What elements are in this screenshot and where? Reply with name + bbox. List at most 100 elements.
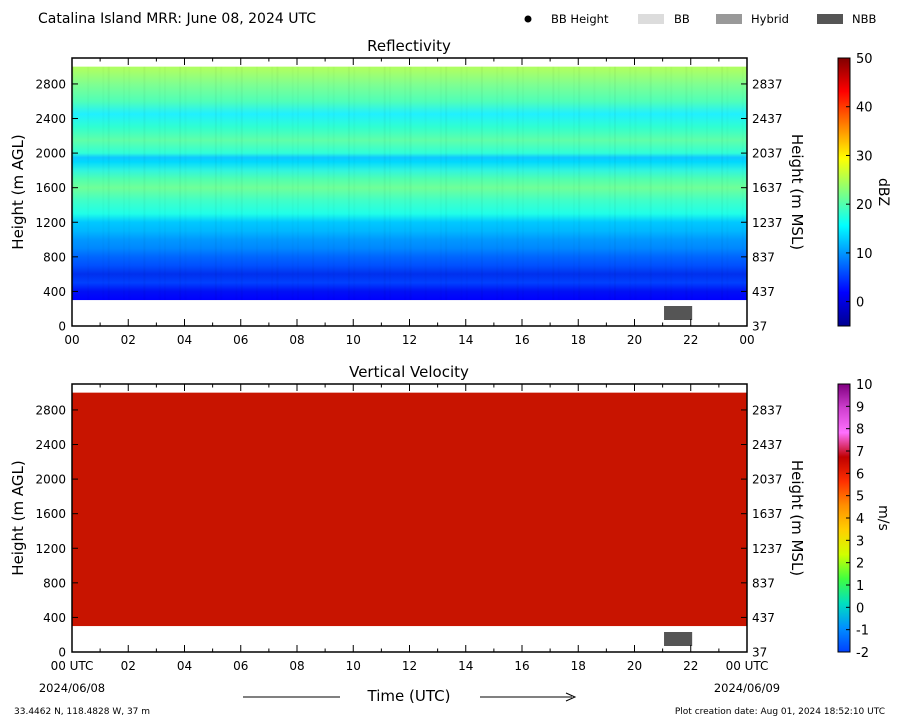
colorbar-tick-label: 4 [856, 512, 864, 527]
end-date-label: 2024/06/09 [714, 681, 780, 695]
x-axis-label: Time (UTC) [367, 687, 451, 705]
x-tick-label: 00 [739, 333, 754, 347]
x-tick-label: 10 [346, 333, 361, 347]
x-tick-label: 12 [402, 659, 417, 673]
field-texture-streak [517, 67, 519, 300]
x-tick-label: 20 [627, 659, 642, 673]
field-texture-streak [256, 67, 258, 300]
nbb-legend-swatch [817, 14, 843, 24]
field-texture-streak [220, 67, 222, 300]
velocity-field-fill [72, 392, 747, 627]
colorbar-tick-label: 0 [856, 296, 864, 311]
colorbar-tick-label: -2 [856, 646, 869, 661]
field-texture-streak [742, 67, 744, 300]
vertical-velocity-axes: 0 37 400 437 800 837 1200 1237 1600 1637 2000 2037 2… [35, 384, 783, 673]
x-tick-label: 00 UTC [726, 659, 769, 673]
field-texture-streak [635, 67, 637, 300]
field-texture-streak [496, 67, 498, 300]
field-texture-streak [726, 67, 728, 300]
colorbar-tick-label: 50 [856, 52, 873, 67]
y-tick-label-right: 1237 [752, 216, 783, 230]
field-texture-streak [410, 67, 412, 300]
y-tick-label-left: 1200 [35, 542, 66, 556]
field-texture-streak [706, 67, 708, 300]
y-tick-label-left: 2400 [35, 112, 66, 126]
field-texture-streak [128, 67, 130, 300]
field-texture-streak [200, 67, 202, 300]
field-texture-streak [593, 67, 595, 300]
colorbar-tick-label: 30 [856, 149, 873, 164]
y-tick-label-right: 837 [752, 250, 775, 264]
field-texture-streak [164, 67, 166, 300]
field-texture-streak [404, 67, 406, 300]
field-texture-streak [123, 67, 125, 300]
colorbar-tick-label: 5 [856, 490, 864, 505]
x-tick-label: 18 [571, 659, 586, 673]
field-texture-streak [481, 67, 483, 300]
colorbar-tick-label: 7 [856, 445, 864, 460]
hybrid-legend-swatch [716, 14, 742, 24]
field-texture-streak [691, 67, 693, 300]
colorbar-tick-label: 9 [856, 400, 864, 415]
legend-bb-height: BB Height [551, 12, 609, 26]
x-tick-label: 22 [683, 333, 698, 347]
y-tick-label-left: 2800 [35, 403, 66, 417]
vertical-velocity-ylabel-right: Height (m MSL) [788, 460, 806, 576]
field-texture-streak [333, 67, 335, 300]
y-tick-label-left: 800 [43, 250, 66, 264]
reflectivity-title: Reflectivity [367, 37, 451, 55]
reflectivity-ylabel-left: Height (m AGL) [9, 134, 27, 249]
colorbar-gradient [837, 57, 851, 327]
colorbar-tick-label: 3 [856, 534, 864, 549]
colorbar-tick-label: 6 [856, 467, 864, 482]
field-texture-streak [440, 67, 442, 300]
field-texture-streak [558, 67, 560, 300]
colorbar-tick-label: 2 [856, 557, 864, 572]
field-texture-streak [460, 67, 462, 300]
y-tick-label-right: 2837 [752, 403, 783, 417]
vertical-velocity-colorbar: -2 -1 0 1 2 3 4 5 6 7 8 9 10 [837, 378, 873, 661]
y-tick-label-left: 400 [43, 611, 66, 625]
field-texture-streak [389, 67, 391, 300]
field-texture-streak [670, 67, 672, 300]
x-tick-label: 00 [64, 333, 79, 347]
x-tick-label: 02 [121, 659, 136, 673]
y-tick-label-right: 2037 [752, 473, 783, 487]
field-texture-streak [629, 67, 631, 300]
x-tick-label: 02 [121, 333, 136, 347]
y-tick-label-left: 0 [58, 646, 66, 660]
colorbar-tick-label: 8 [856, 423, 864, 438]
y-tick-label-right: 1637 [752, 181, 783, 195]
y-tick-label-right: 37 [752, 320, 767, 334]
figure-title: Catalina Island MRR: June 08, 2024 UTC [38, 11, 316, 27]
y-tick-label-right: 37 [752, 646, 767, 660]
bb-height-legend-marker [524, 15, 532, 23]
y-tick-label-left: 400 [43, 285, 66, 299]
field-texture-streak [353, 67, 355, 300]
field-texture-streak [87, 67, 89, 300]
y-tick-label-left: 2000 [35, 147, 66, 161]
y-tick-label-right: 437 [752, 611, 775, 625]
x-tick-label: 06 [233, 333, 248, 347]
field-texture-streak [609, 67, 611, 300]
time-axis-label: Time (UTC) [243, 687, 577, 705]
legend-nbb: NBB [852, 12, 876, 26]
colorbar-tick-label: 1 [856, 579, 864, 594]
field-texture-streak [108, 67, 110, 300]
field-texture-streak [143, 67, 145, 300]
field-texture-streak [312, 67, 314, 300]
field-texture-streak [241, 67, 243, 300]
location-text: 33.4462 N, 118.4828 W, 37 m [14, 707, 150, 717]
y-tick-label-left: 1200 [35, 216, 66, 230]
bb-legend-swatch [638, 14, 664, 24]
field-texture-streak [578, 67, 580, 300]
field-texture-streak [685, 67, 687, 300]
time-arrow-head [565, 692, 577, 702]
y-tick-label-right: 2437 [752, 112, 783, 126]
field-texture-streak [573, 67, 575, 300]
y-tick-label-right: 2437 [752, 438, 783, 452]
colorbar-tick-label: -1 [856, 624, 869, 639]
field-texture-streak [348, 67, 350, 300]
reflectivity-colorbar: 0 10 20 30 40 50 [837, 52, 873, 327]
